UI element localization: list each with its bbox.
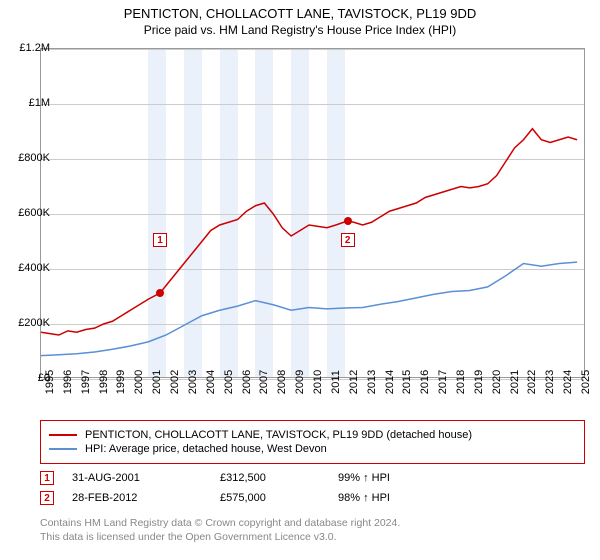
- plot-svg: [41, 49, 586, 379]
- footer-line-1: Contains HM Land Registry data © Crown c…: [40, 516, 585, 530]
- x-tick-label: 2003: [187, 370, 199, 394]
- y-tick-label: £600K: [18, 207, 50, 219]
- x-tick-label: 2004: [205, 370, 217, 394]
- x-tick-label: 2025: [580, 370, 592, 394]
- sale-row-price: £312,500: [220, 472, 320, 484]
- footer-attribution: Contains HM Land Registry data © Crown c…: [40, 516, 585, 544]
- sale-row-hpi: 98% ↑ HPI: [338, 492, 458, 504]
- x-tick-label: 2022: [526, 370, 538, 394]
- chart-container: PENTICTON, CHOLLACOTT LANE, TAVISTOCK, P…: [0, 0, 600, 560]
- legend-label: PENTICTON, CHOLLACOTT LANE, TAVISTOCK, P…: [85, 429, 472, 441]
- x-tick-label: 1998: [98, 370, 110, 394]
- legend: PENTICTON, CHOLLACOTT LANE, TAVISTOCK, P…: [40, 420, 585, 464]
- y-tick-label: £200K: [18, 317, 50, 329]
- sale-marker-label: 1: [153, 233, 167, 247]
- y-tick-label: £800K: [18, 152, 50, 164]
- x-tick-label: 2006: [241, 370, 253, 394]
- x-tick-label: 2024: [562, 370, 574, 394]
- x-tick-label: 2019: [473, 370, 485, 394]
- sale-marker-dot: [344, 217, 352, 225]
- x-tick-label: 2021: [509, 370, 521, 394]
- footer-line-2: This data is licensed under the Open Gov…: [40, 530, 585, 544]
- y-tick-label: £400K: [18, 262, 50, 274]
- sale-row-number: 1: [40, 471, 54, 485]
- x-tick-label: 2011: [330, 370, 342, 394]
- chart-subtitle: Price paid vs. HM Land Registry's House …: [0, 21, 600, 37]
- sale-row-price: £575,000: [220, 492, 320, 504]
- series-line: [41, 262, 577, 356]
- x-tick-label: 2023: [544, 370, 556, 394]
- x-tick-label: 2000: [133, 370, 145, 394]
- legend-item: HPI: Average price, detached house, West…: [49, 443, 576, 455]
- x-tick-label: 1995: [44, 370, 56, 394]
- y-tick-label: £1M: [29, 97, 50, 109]
- plot-area: 12: [40, 48, 585, 378]
- x-tick-label: 2010: [312, 370, 324, 394]
- sale-marker-label: 2: [341, 233, 355, 247]
- x-tick-label: 2018: [455, 370, 467, 394]
- x-tick-label: 2016: [419, 370, 431, 394]
- sale-data-rows: 1 31-AUG-2001 £312,500 99% ↑ HPI 2 28-FEB-201…: [40, 468, 585, 508]
- sale-data-row: 1 31-AUG-2001 £312,500 99% ↑ HPI: [40, 468, 585, 488]
- legend-swatch: [49, 448, 77, 450]
- sale-row-hpi: 99% ↑ HPI: [338, 472, 458, 484]
- x-tick-label: 1997: [80, 370, 92, 394]
- x-tick-label: 2009: [294, 370, 306, 394]
- sale-marker-dot: [156, 289, 164, 297]
- legend-swatch: [49, 434, 77, 436]
- x-tick-label: 2005: [223, 370, 235, 394]
- x-tick-label: 2015: [401, 370, 413, 394]
- series-line: [41, 129, 577, 335]
- x-tick-label: 2020: [491, 370, 503, 394]
- x-tick-label: 1996: [62, 370, 74, 394]
- sale-row-number: 2: [40, 491, 54, 505]
- sale-data-row: 2 28-FEB-2012 £575,000 98% ↑ HPI: [40, 488, 585, 508]
- x-tick-label: 1999: [115, 370, 127, 394]
- sale-row-date: 31-AUG-2001: [72, 472, 202, 484]
- x-tick-label: 2013: [366, 370, 378, 394]
- chart-title: PENTICTON, CHOLLACOTT LANE, TAVISTOCK, P…: [0, 0, 600, 21]
- y-tick-label: £1.2M: [19, 42, 50, 54]
- x-tick-label: 2002: [169, 370, 181, 394]
- sale-row-date: 28-FEB-2012: [72, 492, 202, 504]
- x-tick-label: 2012: [348, 370, 360, 394]
- x-tick-label: 2007: [258, 370, 270, 394]
- x-tick-label: 2001: [151, 370, 163, 394]
- x-tick-label: 2014: [384, 370, 396, 394]
- legend-item: PENTICTON, CHOLLACOTT LANE, TAVISTOCK, P…: [49, 429, 576, 441]
- x-tick-label: 2017: [437, 370, 449, 394]
- x-tick-label: 2008: [276, 370, 288, 394]
- legend-label: HPI: Average price, detached house, West…: [85, 443, 327, 455]
